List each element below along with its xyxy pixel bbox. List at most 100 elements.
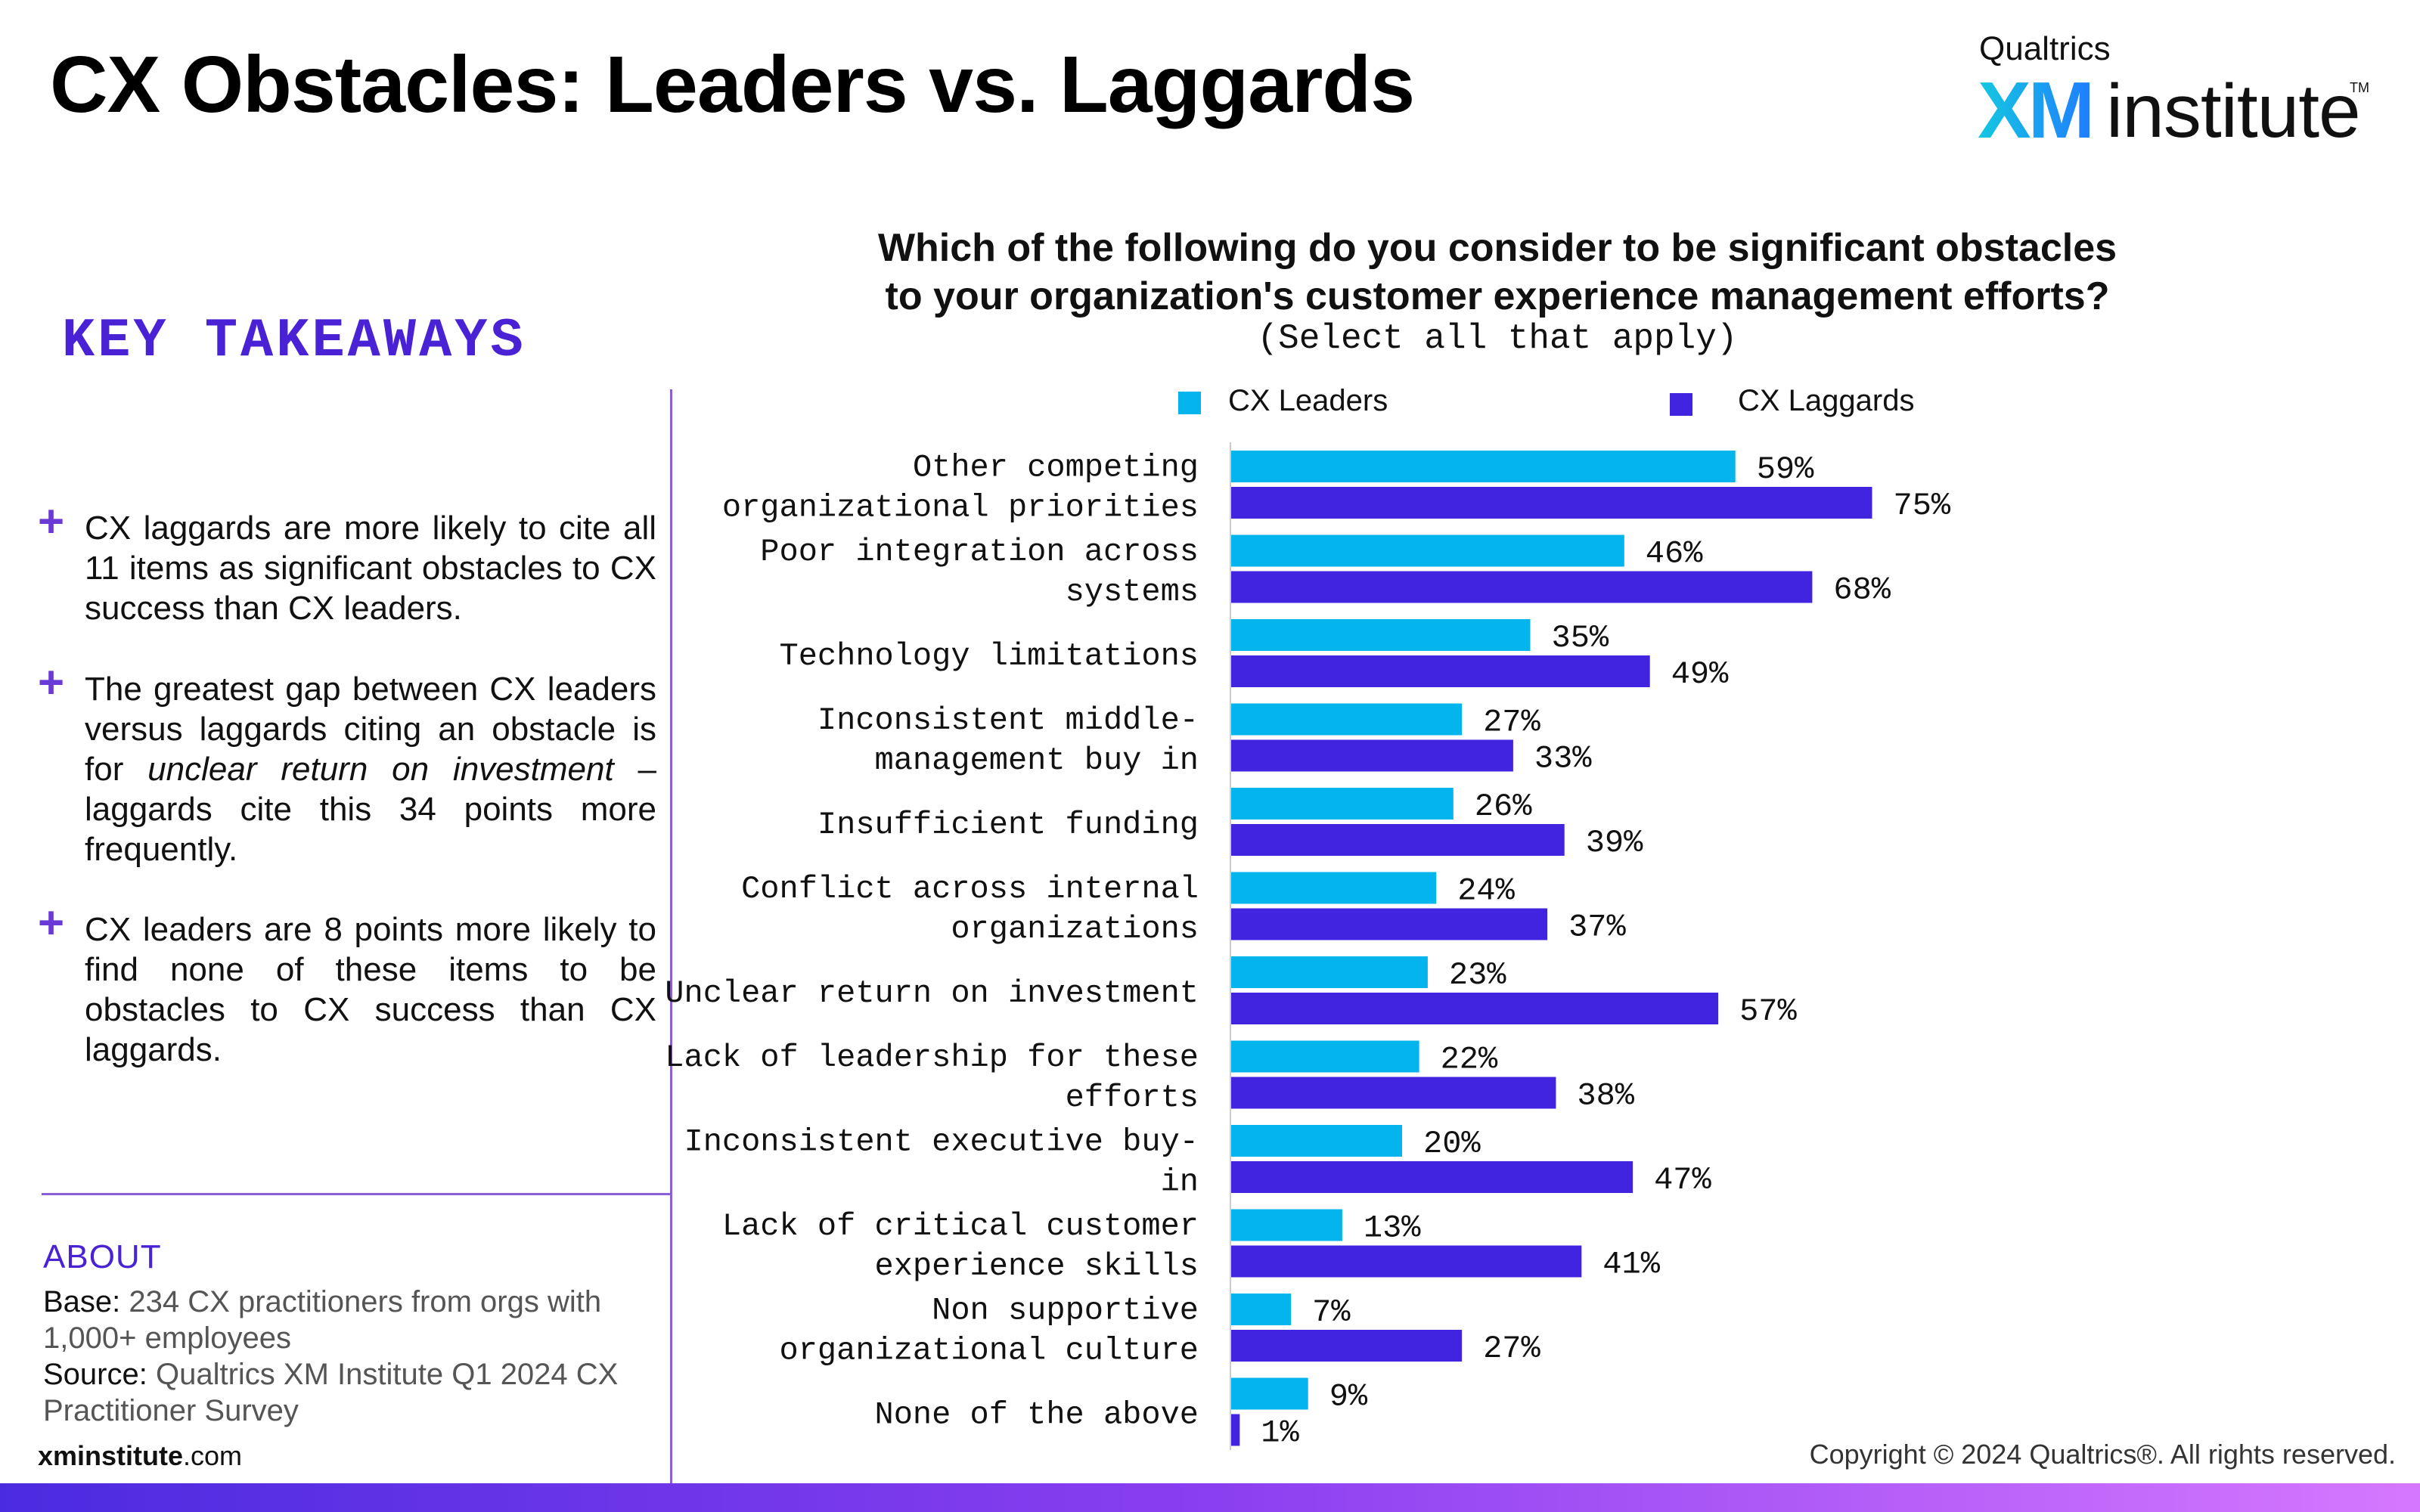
takeaway-text: The greatest gap between CX leaders vers…: [85, 671, 656, 868]
category-label: Inconsistent executive buy-: [684, 1124, 1199, 1160]
xm-institute-logo: Qualtrics XM institute TM: [1978, 30, 2371, 155]
value-label-leaders: 22%: [1441, 1042, 1498, 1078]
category-label: Conflict across internal: [741, 871, 1199, 907]
category-label: Unclear return on investment: [665, 975, 1199, 1012]
bar-leaders: [1231, 872, 1437, 904]
value-label-laggards: 41%: [1602, 1247, 1660, 1283]
takeaway-text: CX leaders are 8 points more likely to f…: [85, 911, 656, 1068]
value-label-laggards: 75%: [1894, 488, 1951, 524]
category-label: Lack of leadership for these: [665, 1040, 1199, 1076]
bar-laggards: [1231, 655, 1650, 687]
value-label-leaders: 46%: [1646, 536, 1703, 572]
base-text: 234 CX practitioners from orgs with 1,00…: [43, 1285, 602, 1355]
bar-leaders: [1231, 534, 1624, 567]
sidebar-divider-vertical: [670, 389, 672, 1486]
logo-institute-text: institute: [2106, 69, 2361, 153]
copyright-text: Copyright © 2024 Qualtrics®. All rights …: [1809, 1439, 2396, 1470]
plus-icon: +: [38, 897, 65, 948]
bar-laggards: [1231, 739, 1513, 772]
bar-leaders: [1231, 703, 1463, 736]
category-label: systems: [1066, 574, 1199, 610]
chart-title-line1: Which of the following do you consider t…: [877, 226, 2118, 270]
bar-leaders: [1231, 451, 1736, 482]
about-divider: [42, 1193, 672, 1195]
bar-laggards: [1231, 1414, 1240, 1446]
bar-leaders: [1231, 1294, 1292, 1325]
key-takeaways-heading: KEY TAKEAWAYS: [62, 310, 526, 372]
source-text: Qualtrics XM Institute Q1 2024 CX Practi…: [43, 1358, 619, 1427]
legend-label-leaders: CX Leaders: [1228, 384, 1388, 417]
value-label-laggards: 38%: [1577, 1078, 1634, 1114]
value-label-leaders: 26%: [1475, 789, 1532, 825]
category-label: Technology limitations: [780, 638, 1199, 674]
value-label-leaders: 35%: [1552, 620, 1609, 656]
legend-swatch-laggards: [1670, 393, 1692, 416]
bar-laggards: [1231, 1245, 1582, 1278]
bar-laggards: [1231, 1161, 1634, 1193]
bar-leaders: [1231, 1377, 1308, 1410]
value-label-laggards: 68%: [1833, 572, 1891, 609]
bar-leaders: [1231, 1209, 1342, 1241]
legend-label-laggards: CX Laggards: [1738, 384, 1915, 417]
value-label-leaders: 59%: [1757, 451, 1814, 488]
about-heading: ABOUT: [43, 1238, 162, 1275]
value-label-leaders: 23%: [1449, 957, 1506, 993]
category-label: Other competing: [913, 450, 1199, 486]
value-label-laggards: 1%: [1261, 1415, 1299, 1452]
value-label-leaders: 7%: [1312, 1294, 1351, 1331]
bar-laggards: [1231, 908, 1548, 940]
category-label: Non supportive: [932, 1293, 1199, 1329]
category-label: organizational priorities: [722, 490, 1199, 526]
bar-leaders: [1231, 1125, 1402, 1157]
value-label-leaders: 24%: [1457, 873, 1515, 909]
category-label: in: [1161, 1164, 1199, 1201]
category-label: Inconsistent middle-: [818, 702, 1199, 739]
bar-laggards: [1231, 824, 1565, 856]
logo-qualtrics-text: Qualtrics: [1979, 30, 2111, 67]
page-title: CX Obstacles: Leaders vs. Laggards: [50, 40, 1415, 129]
bottom-gradient-bar: [0, 1483, 2420, 1512]
logo-xm-text: XM: [1978, 66, 2095, 155]
website-suffix: .com: [183, 1440, 243, 1471]
website-link[interactable]: xminstitute.com: [38, 1440, 242, 1472]
bar-laggards: [1231, 1330, 1463, 1362]
chart-title-line2: to your organization's customer experien…: [885, 274, 2110, 318]
takeaway-text: CX laggards are more likely to cite all …: [85, 510, 656, 627]
category-label: organizational culture: [780, 1333, 1199, 1369]
value-label-leaders: 27%: [1483, 705, 1540, 741]
category-label: management buy in: [875, 742, 1199, 779]
value-label-laggards: 57%: [1739, 993, 1797, 1030]
value-label-laggards: 33%: [1534, 741, 1592, 777]
source-label: Source:: [43, 1358, 147, 1391]
bar-leaders: [1231, 619, 1531, 651]
category-label: experience skills: [875, 1248, 1199, 1284]
value-label-laggards: 27%: [1483, 1331, 1540, 1367]
about-base: Base: 234 CX practitioners from orgs wit…: [43, 1284, 633, 1356]
value-label-leaders: 13%: [1364, 1210, 1421, 1247]
plus-icon: +: [38, 657, 65, 708]
bar-leaders: [1231, 1040, 1419, 1073]
base-label: Base:: [43, 1285, 121, 1318]
value-label-laggards: 37%: [1568, 909, 1626, 946]
value-label-laggards: 49%: [1671, 656, 1729, 692]
bar-laggards: [1231, 487, 1872, 519]
logo-tm-text: TM: [2350, 80, 2369, 95]
about-source: Source: Qualtrics XM Institute Q1 2024 C…: [43, 1356, 633, 1429]
takeaway-emphasis: unclear return on investment: [147, 751, 614, 788]
plus-icon: +: [38, 496, 65, 547]
category-label: None of the above: [875, 1397, 1199, 1433]
category-label: efforts: [1066, 1080, 1199, 1116]
value-label-laggards: 47%: [1654, 1162, 1711, 1198]
category-label: organizations: [951, 911, 1199, 947]
bar-laggards: [1231, 1077, 1556, 1109]
value-label-leaders: 9%: [1329, 1379, 1368, 1415]
bar-leaders: [1231, 956, 1428, 988]
category-label: Lack of critical customer: [722, 1208, 1199, 1244]
bar-leaders: [1231, 788, 1454, 820]
value-label-leaders: 20%: [1423, 1126, 1481, 1162]
value-label-laggards: 39%: [1586, 825, 1643, 861]
category-label: Poor integration across: [760, 534, 1199, 570]
bar-laggards: [1231, 993, 1719, 1024]
website-bold: xminstitute: [38, 1440, 184, 1471]
